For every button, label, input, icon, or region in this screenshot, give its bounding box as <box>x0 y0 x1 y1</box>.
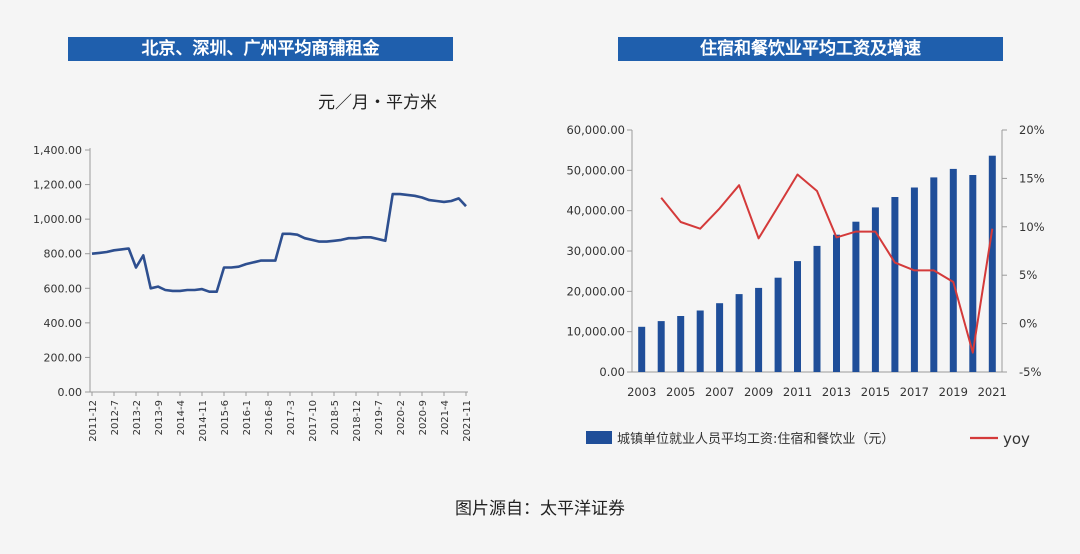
wage-bar <box>930 177 938 372</box>
wage-bar <box>657 321 665 372</box>
wage-bar <box>852 221 860 372</box>
rent-y-tick-label: 600.00 <box>44 282 83 295</box>
wage-x-tick-label: 2017 <box>900 385 929 399</box>
source-note: 图片源自：太平洋证券 <box>455 499 625 519</box>
wage-y-tick-label: 0.00 <box>599 365 625 379</box>
wage-bar <box>716 303 724 372</box>
wage-y2-tick-label: 5% <box>1019 268 1037 282</box>
legend-yoy-label: yoy <box>1003 430 1030 448</box>
rent-x-tick-label: 2013-9 <box>154 400 165 435</box>
rent-y-tick-label: 400.00 <box>44 317 83 330</box>
rent-x-tick-label: 2014-11 <box>198 400 209 442</box>
wage-y-tick-label: 50,000.00 <box>566 163 625 177</box>
rent-series-line <box>91 192 467 294</box>
wage-y-tick-label: 10,000.00 <box>566 325 625 339</box>
rent-x-tick-label: 2017-10 <box>308 400 319 442</box>
rent-y-tick-label: 200.00 <box>44 351 83 364</box>
rent-x-tick-label: 2021-11 <box>462 400 473 442</box>
wage-y-tick-label: 20,000.00 <box>566 284 625 298</box>
rent-x-tick-label: 2012-7 <box>110 400 121 435</box>
rent-y-tick-label: 800.00 <box>44 248 83 261</box>
rent-x-tick-label: 2015-6 <box>220 400 231 435</box>
rent-y-tick-label: 1,200.00 <box>33 179 82 192</box>
wage-bar <box>813 245 821 372</box>
rent-x-tick-label: 2011-12 <box>88 400 99 442</box>
wage-x-tick-label: 2019 <box>939 385 968 399</box>
wage-bar <box>677 316 685 372</box>
rent-x-tick-label: 2020-2 <box>396 400 407 435</box>
rent-x-tick-label: 2016-1 <box>242 400 253 435</box>
rent-y-tick-label: 1,400.00 <box>33 144 82 157</box>
wage-bar <box>910 187 918 372</box>
wage-bar <box>774 277 782 372</box>
wage-x-tick-label: 2013 <box>822 385 851 399</box>
rent-y-tick-label: 1,000.00 <box>33 213 82 226</box>
wage-bar <box>638 326 646 372</box>
wage-x-tick-label: 2007 <box>705 385 734 399</box>
rent-x-tick-label: 2013-2 <box>132 400 143 435</box>
wage-y-tick-label: 40,000.00 <box>566 204 625 218</box>
rent-x-tick-label: 2020-9 <box>418 400 429 435</box>
wage-y-tick-label: 30,000.00 <box>566 244 625 258</box>
rent-x-tick-label: 2021-4 <box>440 400 451 435</box>
wage-bar <box>755 287 763 372</box>
wage-y2-tick-label: 15% <box>1019 171 1045 185</box>
wage-bar <box>969 175 977 372</box>
wage-bar <box>833 234 840 372</box>
wage-x-tick-label: 2021 <box>978 385 1007 399</box>
wage-x-tick-label: 2005 <box>666 385 695 399</box>
wage-y2-tick-label: -5% <box>1019 365 1041 379</box>
wage-y2-tick-label: 0% <box>1019 317 1037 331</box>
wage-bar <box>794 261 801 372</box>
rent-unit-label: 元／月・平方米 <box>318 93 437 113</box>
rent-x-tick-label: 2018-5 <box>330 400 341 435</box>
wage-bar <box>949 168 957 372</box>
wage-chart-title: 住宿和餐饮业平均工资及增速 <box>618 37 1003 61</box>
wage-bar <box>735 294 743 372</box>
wage-x-tick-label: 2009 <box>744 385 773 399</box>
wage-bar <box>871 207 879 372</box>
rent-x-tick-label: 2018-12 <box>352 400 363 442</box>
rent-y-tick-label: 0.00 <box>58 386 83 399</box>
rent-x-tick-label: 2014-4 <box>176 400 187 435</box>
rent-x-tick-label: 2019-7 <box>374 400 385 435</box>
wage-x-tick-label: 2015 <box>861 385 890 399</box>
wage-bar <box>696 310 704 372</box>
yoy-line <box>660 173 994 354</box>
rent-chart-title: 北京、深圳、广州平均商铺租金 <box>68 37 453 61</box>
wage-bar <box>988 155 996 372</box>
wage-bar <box>891 197 899 372</box>
wage-y2-tick-label: 20% <box>1019 123 1045 137</box>
legend-bar-label: 城镇单位就业人员平均工资:住宿和餐饮业（元） <box>617 431 894 447</box>
legend-bar-swatch <box>586 431 612 444</box>
rent-x-tick-label: 2016-8 <box>264 400 275 435</box>
wage-x-tick-label: 2003 <box>627 385 656 399</box>
wage-y-tick-label: 60,000.00 <box>566 123 625 137</box>
wage-x-tick-label: 2011 <box>783 385 812 399</box>
wage-y2-tick-label: 10% <box>1019 220 1045 234</box>
rent-x-tick-label: 2017-3 <box>286 400 297 435</box>
